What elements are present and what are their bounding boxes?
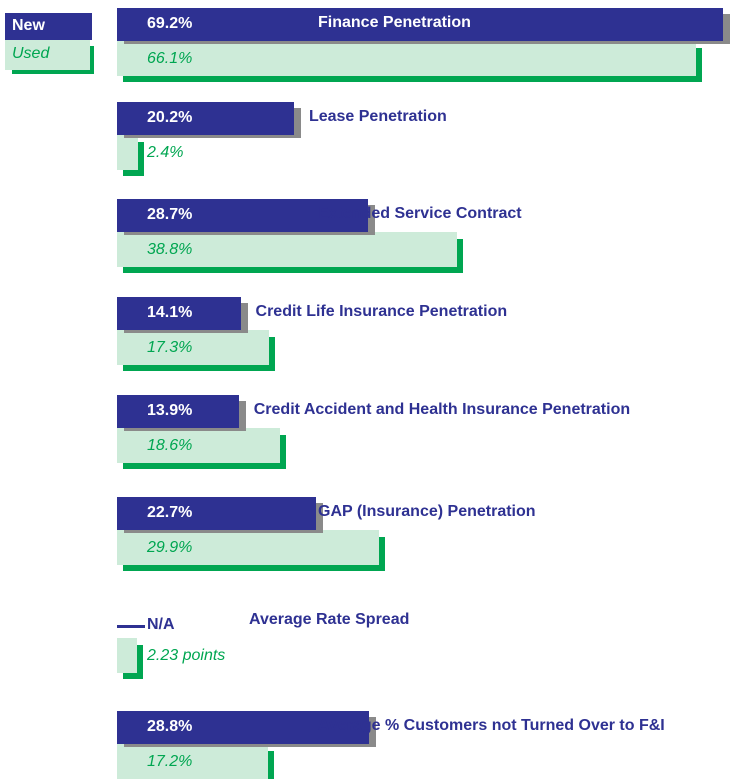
legend-label: Used (12, 45, 50, 62)
value-label: 69.2% (147, 15, 193, 32)
bar (117, 497, 316, 530)
value-label: 2.23 points (147, 647, 226, 664)
bar (117, 625, 145, 628)
value-label: 18.6% (147, 437, 193, 454)
bar (117, 530, 379, 565)
legend-used (5, 40, 90, 70)
bar (117, 638, 137, 673)
bar (117, 8, 724, 41)
bar (117, 102, 294, 135)
category-label: Credit Accident and Health Insurance Pen… (253, 401, 631, 418)
bar (117, 297, 241, 330)
value-label: N/A (147, 616, 175, 633)
value-label: 28.8% (147, 718, 193, 735)
value-label: 22.7% (147, 504, 193, 521)
bar (117, 330, 269, 365)
category-label: Extended Service Contract (318, 205, 522, 222)
category-label: Average % Customers not Turned Over to F… (318, 717, 665, 734)
category-label: Lease Penetration (308, 108, 447, 125)
value-label: 14.1% (147, 304, 193, 321)
bar (117, 428, 280, 463)
category-label: GAP (Insurance) Penetration (318, 503, 536, 520)
bar (117, 135, 139, 170)
category-label: Credit Life Insurance Penetration (255, 303, 508, 320)
value-label: 20.2% (147, 109, 193, 126)
value-label: 13.9% (147, 402, 193, 419)
value-label: 17.3% (147, 339, 193, 356)
value-label: 29.9% (147, 539, 193, 556)
bar (117, 232, 457, 267)
value-label: 28.7% (147, 206, 193, 223)
bar (117, 744, 268, 779)
bar (117, 395, 239, 428)
category-label: Finance Penetration (318, 14, 471, 31)
bar (117, 41, 697, 76)
bar (117, 199, 369, 232)
legend-new (5, 13, 92, 40)
legend-label: New (12, 17, 45, 34)
value-label: 2.4% (147, 144, 184, 161)
category-label: Average Rate Spread (249, 611, 410, 628)
value-label: 66.1% (147, 50, 193, 67)
bar (117, 711, 370, 744)
value-label: 38.8% (147, 241, 193, 258)
value-label: 17.2% (147, 753, 193, 770)
